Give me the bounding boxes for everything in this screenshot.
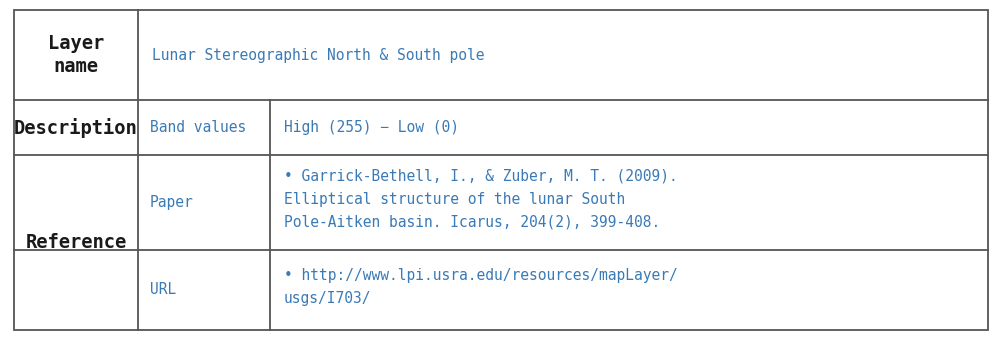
- Text: URL: URL: [150, 283, 176, 298]
- Text: High (255) − Low (0): High (255) − Low (0): [284, 120, 459, 135]
- Text: Reference: Reference: [25, 233, 126, 252]
- Text: Paper: Paper: [150, 195, 193, 210]
- Text: Description: Description: [14, 118, 138, 137]
- Text: Layer
name: Layer name: [48, 34, 104, 76]
- Text: • http://www.lpi.usra.edu/resources/mapLayer/
usgs/I703/: • http://www.lpi.usra.edu/resources/mapL…: [284, 268, 677, 306]
- Text: Band values: Band values: [150, 120, 246, 135]
- Text: Lunar Stereographic North & South pole: Lunar Stereographic North & South pole: [152, 48, 485, 63]
- Text: • Garrick-Bethell, I., & Zuber, M. T. (2009).
Elliptical structure of the lunar : • Garrick-Bethell, I., & Zuber, M. T. (2…: [284, 169, 677, 230]
